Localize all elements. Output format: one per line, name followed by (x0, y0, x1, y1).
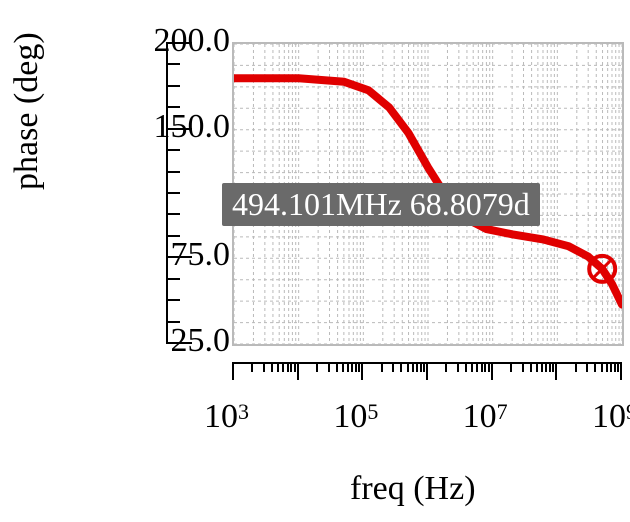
x-tick-label: 107 (463, 398, 508, 436)
x-tick-label: 103 (204, 398, 249, 436)
x-axis-label: freq (Hz) (350, 470, 476, 508)
x-tick-label: 105 (333, 398, 378, 436)
x-tick-label: 109 (592, 398, 630, 436)
marker-callout: 494.101MHz 68.8079d (222, 183, 540, 226)
y-axis-label: phase (deg) (8, 32, 46, 190)
bode-phase-chart: phase (deg) freq (Hz) 25.075.0150.0200.0… (0, 0, 630, 522)
x-axis-ruler (232, 362, 622, 392)
